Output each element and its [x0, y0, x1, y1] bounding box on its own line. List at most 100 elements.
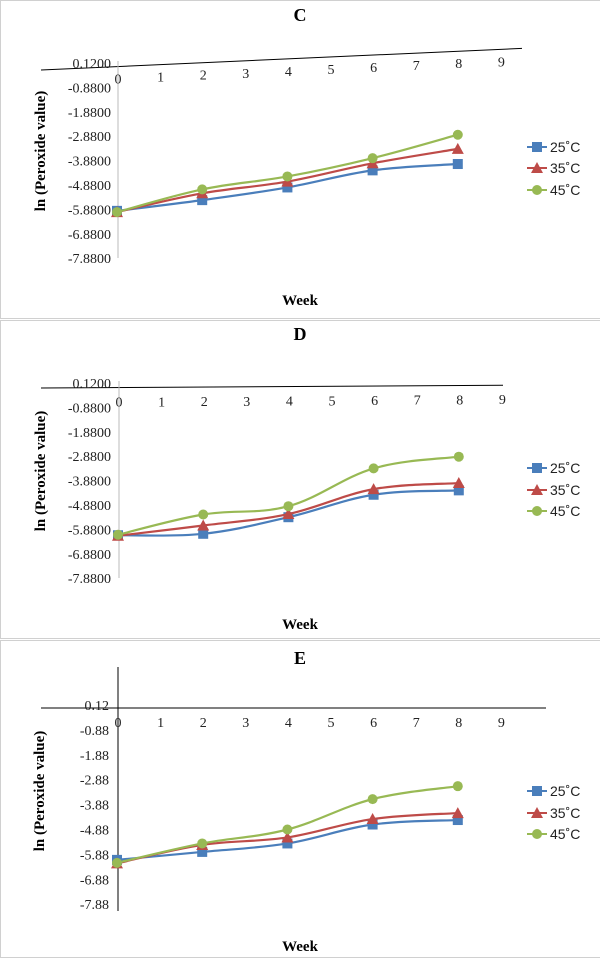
chart-e-x-tick-label: 0 [115, 716, 122, 731]
chart-d-x-tick-label: 5 [329, 394, 336, 409]
chart-c-data-point [367, 165, 378, 176]
legend-marker [532, 829, 542, 839]
chart-d-y-tick-label: -6.8800 [68, 548, 111, 563]
chart-c-x-tick-label: 8 [455, 57, 462, 72]
chart-c-data-point [197, 184, 208, 195]
legend-label: 45˚C [550, 182, 580, 198]
chart-c-data-point [367, 153, 378, 164]
chart-c-x-tick-label: 7 [413, 59, 420, 74]
chart-e-data-point [452, 815, 463, 826]
legend-marker [531, 162, 543, 173]
chart-e-x-tick-label: 8 [455, 716, 462, 731]
chart-d-x-tick-label: 6 [371, 394, 378, 409]
chart-e-y-tick-label: -5.88 [80, 848, 109, 863]
legend-label: 25˚C [550, 139, 580, 155]
legend-marker [531, 484, 543, 495]
chart-d-x-tick-label: 2 [201, 395, 208, 410]
chart-c-y-tick-label: -1.8800 [68, 106, 111, 121]
chart-d-data-point [197, 519, 210, 531]
chart-d-data-point [453, 451, 464, 462]
chart-d-data-point [453, 485, 464, 496]
chart-e-x-tick-label: 3 [242, 716, 249, 731]
chart-c-y-tick-label: -2.8800 [68, 130, 111, 145]
chart-c-title: C [294, 5, 307, 25]
chart-e-svg: E 0.12 -0.88 -1.88 -2.88 -3.88 -4.88 -5.88 -6.88… [32, 648, 580, 955]
legend-label: 45˚C [550, 503, 580, 519]
chart-e-y-label: ln (Peroxide value) [32, 731, 48, 852]
chart-e-y-tick-label: 0.12 [85, 699, 110, 714]
chart-c-y-tick-label: -7.8800 [68, 252, 111, 267]
chart-c-data-point [451, 142, 464, 154]
chart-d-y-tick-label: -3.8800 [68, 475, 111, 490]
chart-e-data-point [197, 838, 208, 849]
chart-d-y-tick-label: -4.8800 [68, 499, 111, 514]
chart-d-x-tick-label: 1 [158, 395, 165, 410]
chart-d-x-label: Week [282, 617, 318, 633]
chart-c-x-label: Week [282, 293, 318, 309]
chart-d-x-tick-label: 0 [116, 396, 123, 411]
chart-d-svg: D 0.1200 -0.8800 -1.8800 -2.8800 -3.8800 -4.88… [33, 324, 580, 633]
chart-c-data-point [452, 159, 463, 170]
chart-c-y-tick-label: -3.8800 [68, 155, 111, 170]
chart-d-y-tick-label: -0.8800 [68, 401, 111, 416]
chart-e-title: E [294, 648, 306, 668]
chart-c-svg: C 0.1200 -0.8800 -1.8800 -2.8800 -3.8800 -4.88… [33, 5, 580, 309]
chart-e-data-point [366, 813, 379, 825]
chart-e-y-tick-label: -6.88 [80, 873, 109, 888]
legend-marker [531, 807, 543, 818]
chart-e-y-tick-label: -7.88 [80, 898, 109, 913]
chart-c-x-tick-label: 1 [157, 71, 164, 86]
chart-c-x-tick-label: 9 [498, 55, 505, 70]
chart-e-series-2 [112, 781, 463, 868]
chart-d-series-line [117, 455, 459, 536]
chart-d-x-tick-label: 9 [499, 393, 506, 408]
chart-c-y-tick-label: -6.8800 [68, 228, 111, 243]
chart-e-y-tick-label: -1.88 [80, 749, 109, 764]
legend-label: 35˚C [550, 482, 580, 498]
chart-d-y-tick-label: -7.8800 [68, 572, 111, 587]
legend-marker [532, 506, 542, 516]
chart-e-data-point [281, 831, 294, 843]
chart-e-data-point [452, 781, 463, 792]
chart-d-y-tick-label: -1.8800 [68, 426, 111, 441]
chart-c-legend-item: 25˚C [527, 139, 580, 155]
legend-marker [532, 786, 542, 796]
chart-c-x-tick-label: 6 [370, 61, 377, 76]
chart-d-y-tick-label: -5.8800 [68, 523, 111, 538]
chart-e-x-tick-label: 6 [370, 716, 377, 731]
chart-d-x-tick-label: 4 [286, 395, 293, 410]
chart-e-series-1 [111, 807, 464, 869]
chart-d-x-axis [40, 384, 504, 389]
chart-d-data-point [198, 509, 209, 520]
chart-d-data-point [368, 463, 379, 474]
chart-e-x-tick-label: 2 [200, 716, 207, 731]
chart-c-y-tick-label: -0.8800 [68, 81, 111, 96]
chart-e-x-tick-label: 9 [498, 716, 505, 731]
chart-c-legend-item: 35˚C [527, 160, 580, 176]
chart-d-data-point [283, 501, 294, 512]
chart-panel-e: E 0.12 -0.88 -1.88 -2.88 -3.88 -4.88 -5.88 -6.88… [0, 640, 600, 958]
chart-d-series-2 [113, 451, 464, 540]
chart-c-x-tick-label: 3 [242, 67, 249, 82]
chart-c-y-tick-label: 0.1200 [73, 57, 112, 72]
chart-c-x-tick-label: 4 [285, 65, 292, 80]
chart-d-x-tick-label: 8 [456, 393, 463, 408]
chart-panel-d: D 0.1200 -0.8800 -1.8800 -2.8800 -3.8800 -4.88… [0, 320, 600, 639]
chart-e-data-point [451, 807, 464, 819]
chart-c-x-tick-label: 0 [115, 73, 122, 88]
legend-label: 35˚C [550, 805, 580, 821]
chart-c-series-2 [112, 129, 463, 218]
chart-e-legend-item: 25˚C [527, 783, 580, 799]
chart-e-legend-item: 45˚C [527, 826, 580, 842]
chart-e-x-label: Week [282, 939, 318, 955]
chart-c-data-point [112, 207, 122, 218]
chart-e-y-tick-label: -4.88 [80, 824, 109, 839]
chart-d-y-tick-label: 0.1200 [73, 377, 112, 392]
chart-c-data-point [197, 195, 208, 206]
chart-panel-c: C 0.1200 -0.8800 -1.8800 -2.8800 -3.8800 -4.88… [0, 0, 600, 319]
chart-e-data-point [112, 857, 122, 868]
chart-c-y-label: ln (Peroxide value) [33, 91, 49, 212]
chart-e-legend-item: 35˚C [527, 805, 580, 821]
legend-label: 25˚C [550, 460, 580, 476]
chart-d-legend-item: 25˚C [527, 460, 580, 476]
